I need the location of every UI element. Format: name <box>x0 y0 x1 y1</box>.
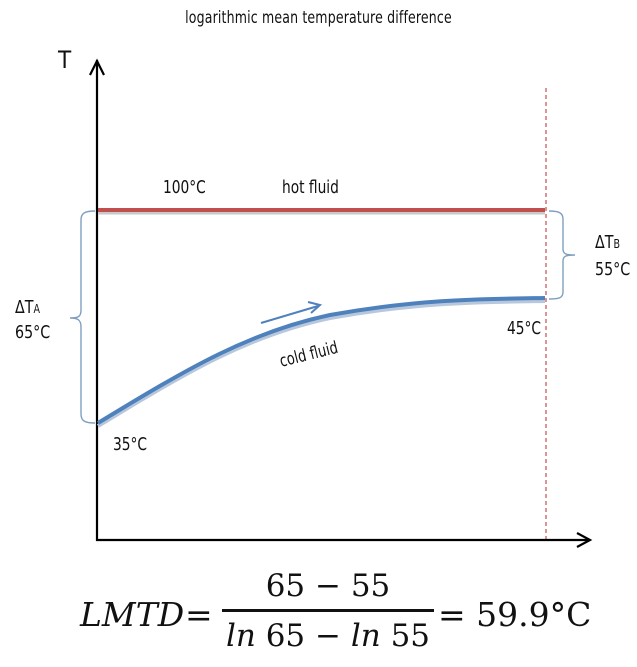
delta-b-symbol: ΔT <box>595 232 614 253</box>
cold-fluid-curve <box>96 296 546 425</box>
formula-result: = 59.9°C <box>438 595 592 634</box>
hot-fluid-temperature: 100°C <box>163 177 206 198</box>
formula-numerator: 65 − 55 <box>265 568 391 604</box>
formula-fraction: 65 − 55 ln 65 − ln 55 <box>222 565 434 656</box>
ln-1: ln <box>225 618 256 654</box>
denominator-value-2: 55 <box>380 618 431 654</box>
cold-fluid-inlet-temperature: 35°C <box>113 434 148 455</box>
formula-equals: = <box>185 595 213 634</box>
x-axis-arrowhead <box>576 532 593 548</box>
delta-b-subscript: B <box>613 237 620 251</box>
formula-denominator: ln 65 − ln 55 <box>222 616 434 656</box>
delta-b-label: ΔTB 55°C <box>595 230 630 283</box>
flow-direction-arrow <box>260 305 319 324</box>
formula-lhs: LMTD <box>80 595 185 634</box>
flow-arrowhead <box>307 301 323 314</box>
delta-b-value: 55°C <box>595 259 631 280</box>
y-axis-label: T <box>58 46 72 74</box>
delta-a-brace <box>69 210 96 424</box>
delta-a-symbol: ΔT <box>15 297 34 318</box>
hot-fluid-label: hot fluid <box>282 177 339 198</box>
delta-a-value: 65°C <box>15 322 51 343</box>
lmtd-formula: LMTD = 65 − 55 ln 65 − ln 55 = 59.9°C <box>0 565 637 665</box>
y-axis-arrowhead <box>89 58 105 76</box>
delta-b-brace <box>548 210 576 300</box>
cold-fluid-outlet-temperature: 45°C <box>507 318 542 339</box>
cold-fluid-curve-shadow <box>96 299 546 428</box>
diagram-title: logarithmic mean temperature difference <box>185 8 452 28</box>
denominator-value-1: 65 − <box>255 618 351 654</box>
fraction-bar <box>222 609 434 612</box>
ln-2: ln <box>350 618 381 654</box>
delta-a-label: ΔTA 65°C <box>15 296 50 345</box>
delta-a-subscript: A <box>33 302 40 316</box>
